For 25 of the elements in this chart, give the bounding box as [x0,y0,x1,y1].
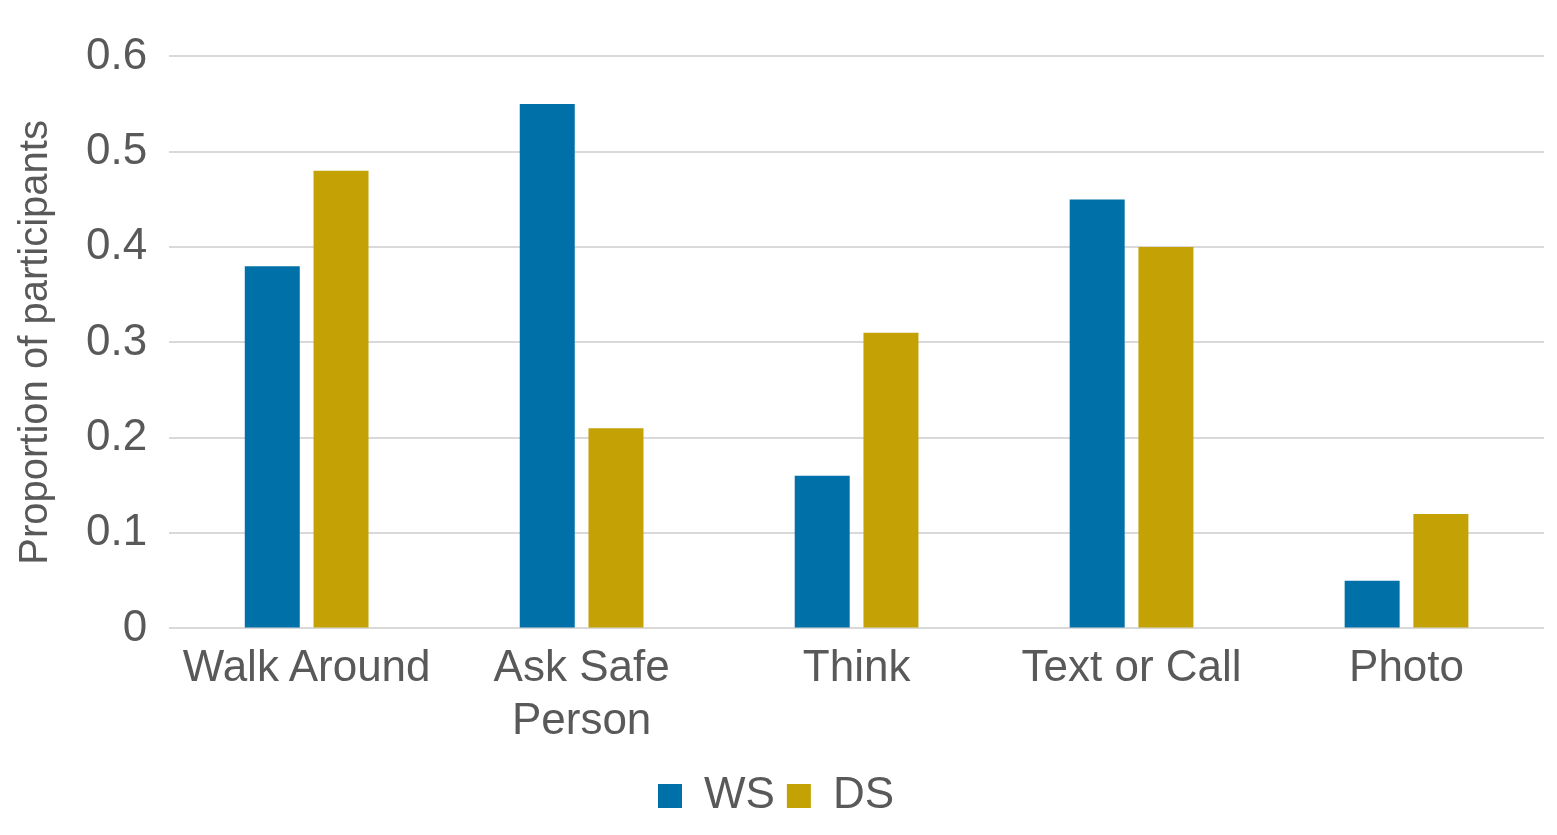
bar [519,104,575,628]
y-tick-label: 0.4 [85,219,148,269]
x-tick-label: Think [802,640,912,690]
legend-label: WS [704,768,775,818]
x-tick-label: Text or Call [1021,640,1242,690]
bar [588,428,644,628]
y-tick-label: 0.1 [85,505,148,555]
y-tick-label: 0.2 [85,409,148,459]
bar [1138,247,1194,628]
bar [794,475,850,628]
x-tick-label: Walk Around [182,640,431,690]
y-axis-title: Proportion of participants [11,120,56,565]
bar [244,266,300,628]
bar [1069,199,1125,628]
bar [1413,514,1469,628]
y-tick-label: 0.6 [85,28,148,78]
y-tick-label: 0 [122,600,148,650]
legend-label: DS [832,768,894,818]
y-tick-label: 0.5 [85,123,148,173]
x-tick-label: Photo [1349,640,1465,690]
bar [313,170,369,628]
bar [1344,580,1400,628]
bar [863,332,919,628]
x-tick-label: Ask Safe Person [493,640,670,743]
y-tick-label: 0.3 [85,314,148,364]
